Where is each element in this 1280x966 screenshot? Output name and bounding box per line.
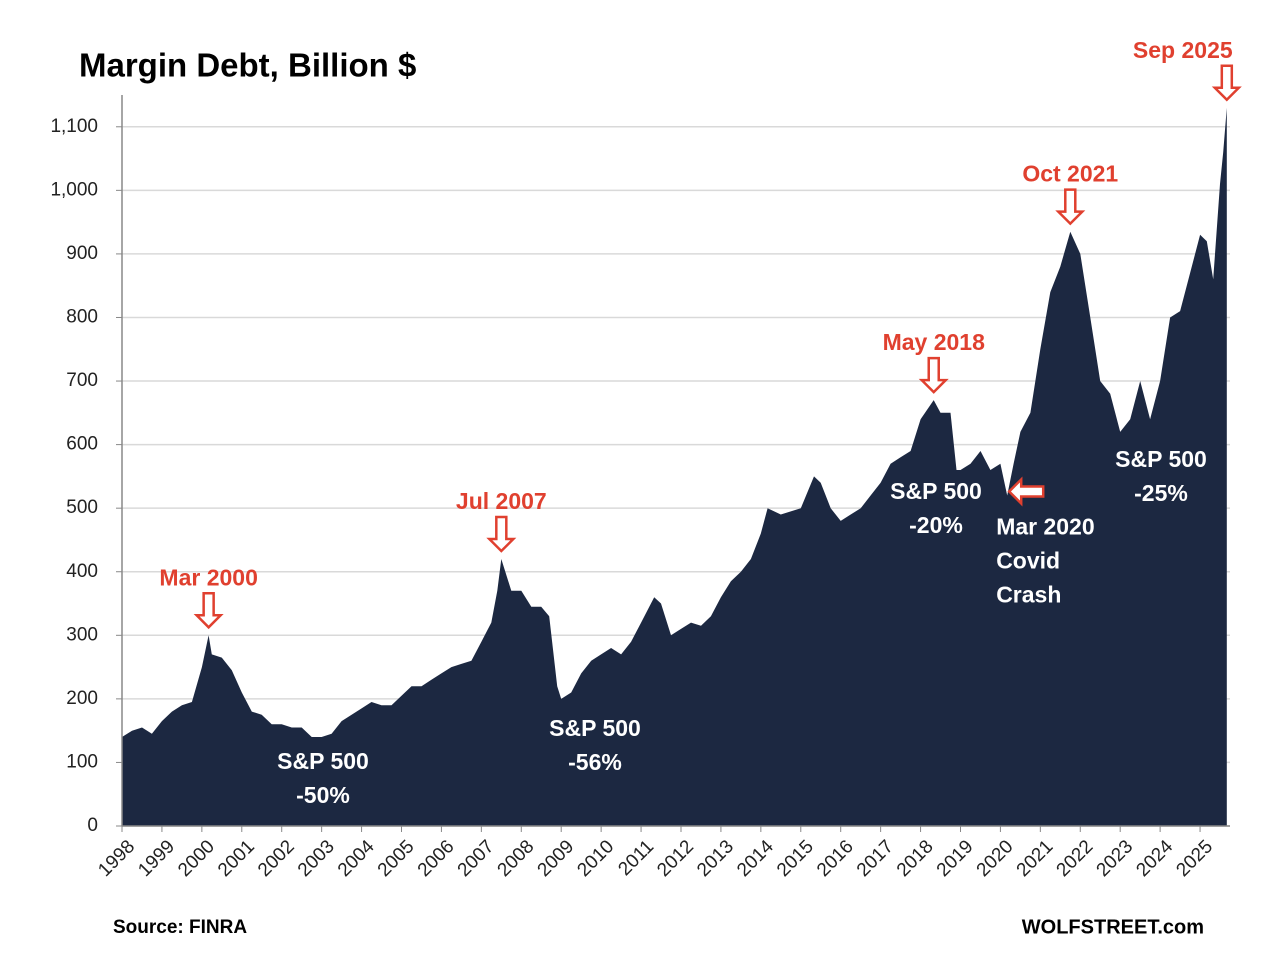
x-tick-label: 2021 <box>1013 836 1058 881</box>
y-tick-label: 200 <box>66 688 98 709</box>
annotation-label: Crash <box>996 582 1061 608</box>
x-tick-label: 2014 <box>733 836 778 881</box>
x-tick-label: 2002 <box>254 836 299 881</box>
annotation-arrow <box>486 515 517 553</box>
annotation-label: May 2018 <box>883 329 986 355</box>
annotation-label: S&P 500 <box>890 478 982 504</box>
source: Source: FINRA <box>113 917 247 938</box>
x-tick-label: 2009 <box>534 836 579 881</box>
y-tick-label: 300 <box>66 624 98 645</box>
x-tick-label: 2000 <box>174 836 219 881</box>
x-tick-label: 2013 <box>693 836 738 881</box>
annotation-label: Sep 2025 <box>1133 37 1233 63</box>
annotation-label: S&P 500 <box>1115 446 1207 472</box>
credit: WOLFSTREET.com <box>1022 916 1204 938</box>
y-tick-label: 0 <box>87 815 98 836</box>
y-tick-label: 800 <box>66 306 98 327</box>
x-tick-label: 1999 <box>134 836 179 881</box>
annotation-arrow <box>1007 476 1045 507</box>
y-tick-label: 700 <box>66 370 98 391</box>
chart-title: Margin Debt, Billion $ <box>79 47 416 84</box>
annotation-arrow <box>1055 188 1086 226</box>
x-tick-label: 2017 <box>853 836 898 881</box>
annotation-label: S&P 500 <box>549 715 641 741</box>
y-tick-label: 400 <box>66 561 98 582</box>
x-tick-label: 2008 <box>494 836 539 881</box>
x-tick-label: 2015 <box>773 836 818 881</box>
x-tick-label: 2005 <box>374 836 419 881</box>
x-tick-label: 2020 <box>973 836 1018 881</box>
area <box>122 107 1227 826</box>
y-tick-label: 100 <box>66 751 98 772</box>
y-tick-label: 600 <box>66 434 98 455</box>
y-tick-label: 500 <box>66 497 98 518</box>
y-tick-label: 900 <box>66 243 98 264</box>
x-tick-label: 2006 <box>414 836 459 881</box>
annotation-label: -20% <box>909 512 963 538</box>
x-tick-label: 2018 <box>893 836 938 881</box>
annotation-label: Mar 2020 <box>996 514 1094 540</box>
y-tick-label: 1,100 <box>50 116 98 137</box>
annotation-label: -50% <box>296 782 350 808</box>
annotation-label: Jul 2007 <box>456 488 547 514</box>
annotation-label: Oct 2021 <box>1022 161 1118 187</box>
x-tick-label: 2016 <box>813 836 858 881</box>
x-tick-label: 2001 <box>214 836 259 881</box>
annotation-label: Mar 2000 <box>159 564 257 590</box>
x-tick-label: 2022 <box>1053 836 1098 881</box>
annotation-arrow <box>193 592 224 630</box>
x-tick-label: 1998 <box>94 836 139 881</box>
annotation-label: S&P 500 <box>277 748 369 774</box>
x-tick-label: 2010 <box>573 836 618 881</box>
annotation-label: -56% <box>568 749 622 775</box>
x-tick-label: 2012 <box>653 836 698 881</box>
x-tick-label: 2007 <box>454 836 499 881</box>
x-tick-label: 2004 <box>334 836 379 881</box>
x-tick-label: 2024 <box>1132 836 1177 881</box>
annotation-arrow <box>1211 64 1242 102</box>
y-tick-label: 1,000 <box>50 179 98 200</box>
annotation-label: Covid <box>996 548 1060 574</box>
annotation-arrow <box>918 356 949 394</box>
annotation-label: -25% <box>1134 480 1188 506</box>
x-tick-label: 2025 <box>1172 836 1217 881</box>
x-tick-label: 2011 <box>614 836 658 880</box>
x-tick-label: 2019 <box>933 836 978 881</box>
x-tick-label: 2003 <box>294 836 339 881</box>
x-tick-label: 2023 <box>1093 836 1138 881</box>
